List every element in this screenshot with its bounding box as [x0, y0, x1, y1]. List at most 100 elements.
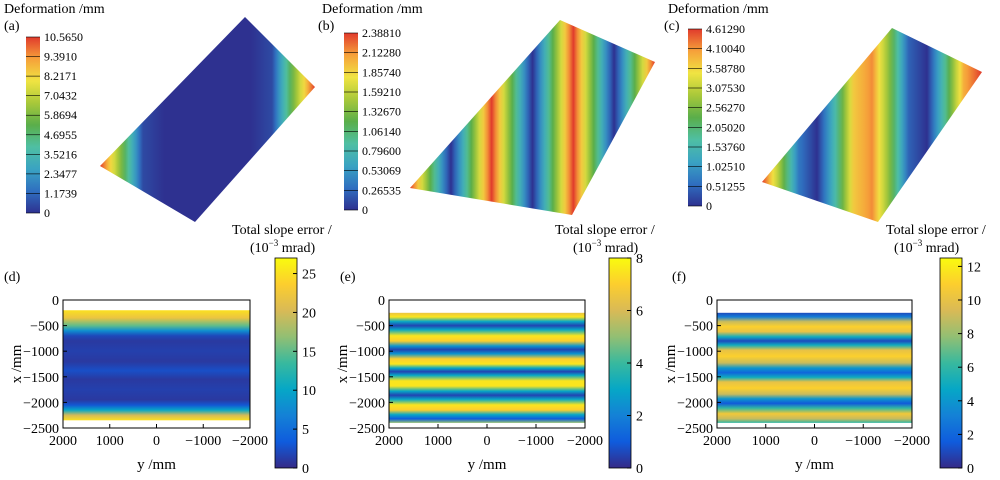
colorbar: [609, 258, 631, 468]
colorbar-tick-label: 2: [636, 410, 643, 425]
colorbar-tick-label: 0.79600: [362, 144, 401, 158]
y-tick-label: −1000: [349, 345, 385, 360]
colorbar-tick-label: 4.10040: [706, 42, 745, 56]
colorbar-ticks: 2.38810 2.12280 1.85740 1.59210 1.32670 1.061…: [344, 26, 401, 217]
x-tick-label: 2000: [49, 434, 77, 449]
colorbar: [940, 258, 962, 468]
colorbar-tick-label: 0.26535: [362, 183, 401, 197]
colorbar-tick-label: 8.2171: [44, 69, 77, 83]
panel-letter: (d): [4, 270, 21, 285]
colorbar-tick-label: 0: [706, 199, 712, 213]
colorbar-tick-label: 2.38810: [362, 26, 401, 40]
x-tick-label: 0: [484, 434, 491, 449]
colorbar-tick-label: 2.05020: [706, 120, 745, 134]
colorbar-ticks: 4.61290 4.10040 3.58780 3.07530 2.56270 2.050…: [688, 22, 745, 213]
panel-b: Deformation /mm (b) 2.38810 2.12280 1.8574…: [318, 2, 655, 217]
x-tick-label: −1000: [185, 434, 221, 449]
panel-letter: (a): [4, 19, 20, 34]
x-tick-label: 1000: [424, 434, 452, 449]
colorbar-title-line2: (10−3 mrad): [573, 238, 639, 256]
colorbar: [344, 33, 358, 210]
panel-e: Total slope error / (10−3 mrad) (e) 0 2 4 6…: [335, 223, 655, 477]
colorbar-tick-label: 1.06140: [362, 124, 401, 138]
y-tick-label: −1500: [677, 371, 713, 386]
y-axis-label: x /mm: [335, 344, 351, 383]
y-tick-label: −2500: [23, 422, 59, 437]
y-tick-label: 0: [52, 294, 59, 309]
slope-error-map: [63, 310, 250, 421]
colorbar-ticks: 0 5 10 15 20 25: [274, 257, 316, 477]
x-tick-label: −2000: [567, 434, 603, 449]
colorbar-tick-label: 10: [302, 384, 316, 399]
colorbar-tick-label: 2.12280: [362, 46, 401, 60]
colorbar-tick-label: 0: [362, 203, 368, 217]
colorbar-tick-label: 25: [302, 268, 316, 283]
colorbar-tick-label: 9.3910: [44, 50, 77, 64]
colorbar-tick-label: 6: [636, 305, 643, 320]
y-tick-label: −2000: [23, 396, 59, 411]
colorbar-tick-label: 0: [967, 462, 974, 477]
panel-letter: (c): [664, 19, 680, 34]
colorbar-ticks: 10.5650 9.3910 8.2171 7.0432 5.8694 4.6955 3.5…: [26, 30, 83, 220]
colorbar-tick-label: 3.58780: [706, 61, 745, 75]
deformation-title: Deformation /mm: [668, 2, 769, 17]
colorbar-tick-label: 4.6955: [44, 128, 77, 142]
colorbar-tick-label: 0.51255: [706, 179, 745, 193]
y-tick-label: 0: [706, 294, 713, 309]
x-tick-label: 2000: [703, 434, 731, 449]
y-tick-label: −500: [356, 320, 385, 335]
colorbar-tick-label: 1.1739: [44, 186, 77, 200]
colorbar-tick-label: 7.0432: [44, 89, 77, 103]
colorbar-tick-label: 12: [967, 260, 981, 275]
panel-f: Total slope error / (10−3 mrad) (f) 0 2 4 6…: [663, 223, 986, 477]
colorbar-tick-label: 10.5650: [44, 30, 83, 44]
colorbar-tick-label: 2: [967, 428, 974, 443]
colorbar-tick-label: 6: [967, 361, 974, 376]
colorbar-tick-label: 1.32670: [362, 105, 401, 119]
colorbar: [275, 258, 297, 468]
colorbar-title-line1: Total slope error /: [555, 223, 655, 238]
colorbar-tick-label: 4.61290: [706, 22, 745, 36]
y-tick-label: −1000: [23, 345, 59, 360]
x-axis-label: y /mm: [795, 457, 834, 473]
colorbar-frame: [274, 257, 298, 469]
colorbar-title-line1: Total slope error /: [232, 223, 332, 238]
colorbar-tick-label: 1.59210: [362, 85, 401, 99]
x-axis-label: y /mm: [468, 457, 507, 473]
colorbar-tick-label: 3.07530: [706, 81, 745, 95]
colorbar: [26, 37, 40, 213]
panel-letter: (e): [340, 270, 356, 285]
colorbar-tick-label: 4: [636, 357, 643, 372]
deformation-title: Deformation /mm: [322, 2, 423, 17]
colorbar-frame: [939, 257, 963, 469]
y-tick-label: −500: [684, 320, 713, 335]
colorbar-tick-label: 5.8694: [44, 108, 77, 122]
slope-error-map: [717, 312, 912, 423]
y-tick-label: 0: [378, 294, 385, 309]
colorbar-tick-label: 8: [967, 328, 974, 343]
colorbar-title-line2: (10−3 mrad): [250, 238, 316, 256]
y-tick-label: −1000: [677, 345, 713, 360]
colorbar-frame: [608, 257, 632, 469]
y-tick-label: −1500: [23, 371, 59, 386]
panel-letter: (f): [672, 270, 686, 285]
colorbar-tick-label: 1.53760: [706, 140, 745, 154]
colorbar-tick-label: 1.02510: [706, 160, 745, 174]
y-tick-label: −2500: [677, 422, 713, 437]
colorbar-tick-label: 0: [44, 206, 50, 220]
deformation-title: Deformation /mm: [4, 2, 105, 17]
colorbar-tick-label: 20: [302, 306, 316, 321]
x-tick-label: 2000: [375, 434, 403, 449]
y-axis-label: x /mm: [9, 344, 25, 383]
colorbar-tick-label: 0.53069: [362, 164, 401, 178]
panel-c: Deformation /mm (c) 4.61290 4.10040 3.5878…: [664, 2, 982, 222]
colorbar-title-line2: (10−3 mrad): [894, 238, 960, 256]
x-axis-label: y /mm: [137, 457, 176, 473]
colorbar-tick-label: 3.5216: [44, 147, 77, 161]
panel-d: Total slope error / (10−3 mrad) (d) 0 5 10…: [4, 223, 332, 477]
y-tick-label: −2000: [677, 396, 713, 411]
y-tick-label: −1500: [349, 371, 385, 386]
